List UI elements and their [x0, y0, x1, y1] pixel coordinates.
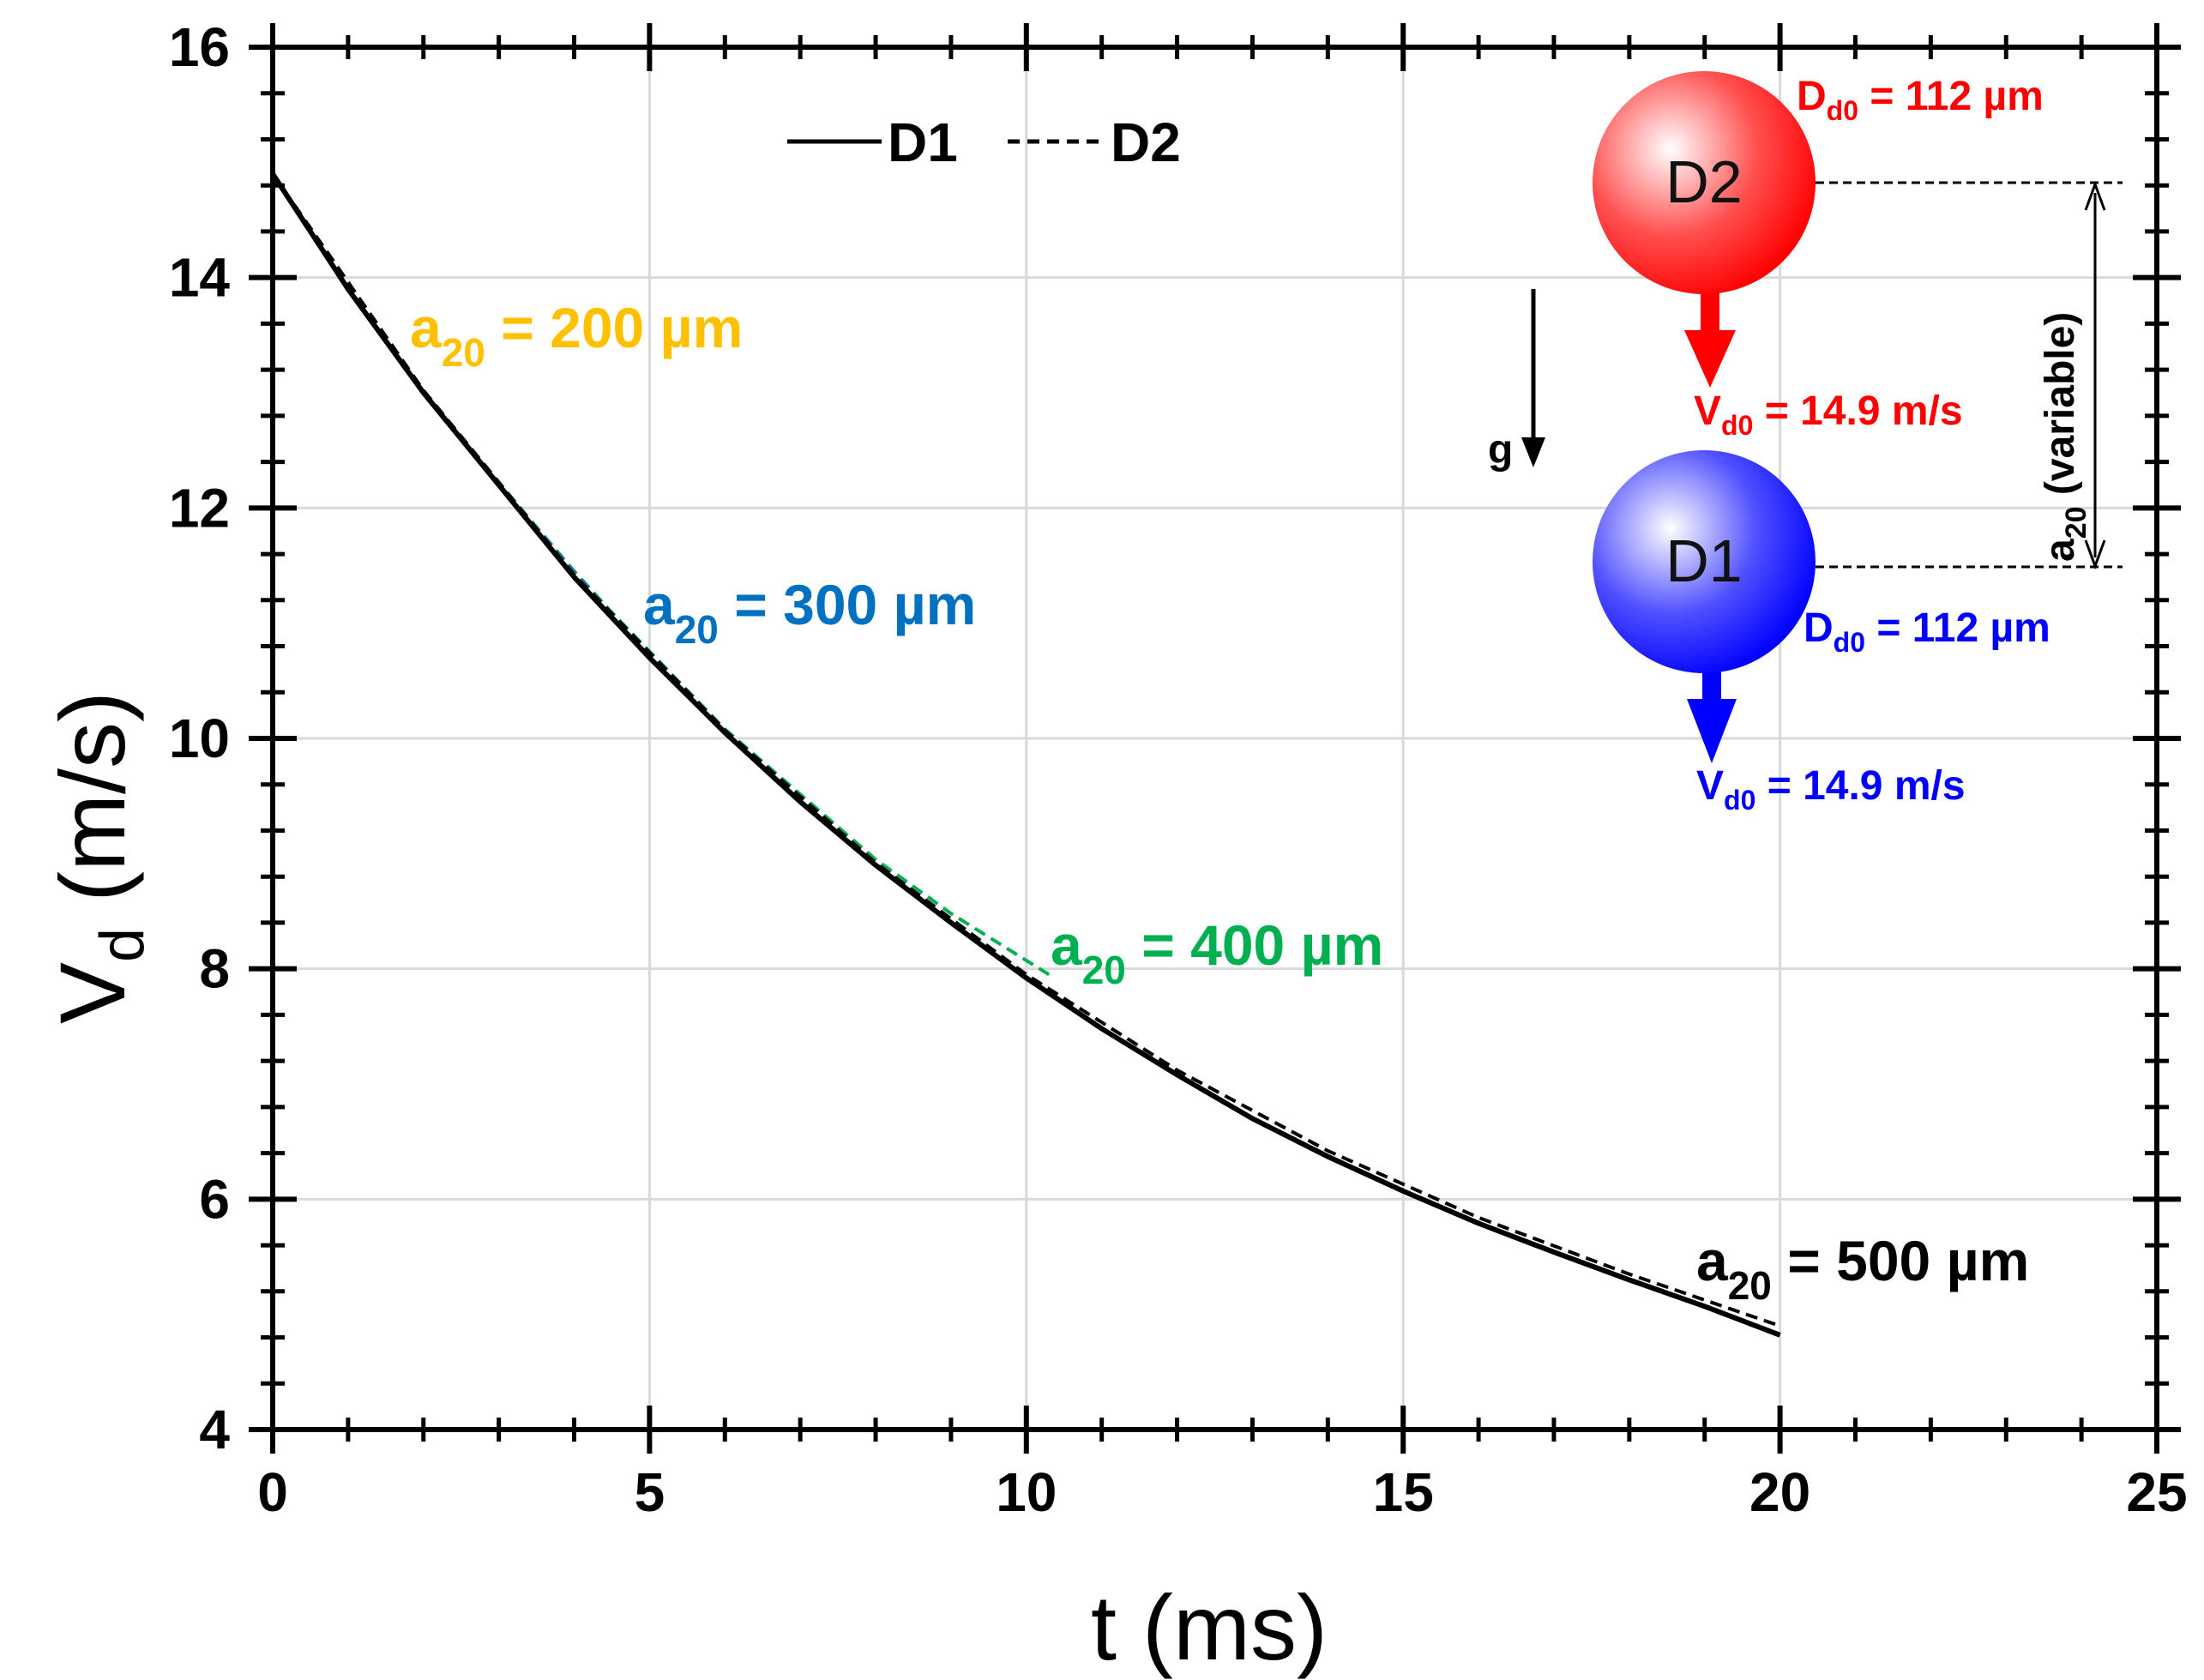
annotation-a20-300-rest: = 300 µm [719, 573, 976, 636]
spacing-label-rest: (variable) [2038, 312, 2083, 507]
schematic: g D2 D1 a20 (variable) Dd0 = 112 µm Vd0 … [1488, 71, 2123, 816]
drop-d2-diameter-main: D [1797, 74, 1827, 119]
annotation-a20-200-main: a [410, 296, 443, 359]
annotation-a20-400-rest: = 400 µm [1126, 913, 1383, 977]
y-tick-label: 12 [169, 477, 230, 539]
annotation-a20-300-sub: 20 [675, 607, 719, 652]
y-axis-title-unit: (m/s) [40, 691, 144, 928]
legend: D1 D2 [787, 111, 1181, 173]
drop-d1-diameter: Dd0 = 112 µm [1804, 605, 2050, 658]
y-axis-title-sub: d [88, 928, 157, 962]
annotation-a20-300-main: a [643, 573, 676, 636]
drop-d2-velocity: Vd0 = 14.9 m/s [1694, 388, 1963, 441]
y-tick-label: 4 [199, 1399, 230, 1460]
x-tick-label: 10 [996, 1461, 1057, 1523]
x-tick-label: 5 [635, 1461, 665, 1523]
drop-d1-velocity: Vd0 = 14.9 m/s [1696, 763, 1966, 816]
gravity-label: g [1488, 427, 1513, 473]
drop-d1-diameter-rest: = 112 µm [1865, 605, 2050, 651]
drop-d1 [1593, 450, 1816, 673]
spacing-label-main: a [2038, 539, 2083, 562]
annotation-a20-200-rest: = 200 µm [485, 296, 743, 359]
legend-label-d2: D2 [1111, 111, 1181, 173]
x-tick-label: 25 [2126, 1461, 2187, 1523]
major-ticks [249, 23, 2181, 1454]
spacing-arrowhead-bottom [2084, 539, 2106, 570]
drop-d2-velocity-rest: = 14.9 m/s [1753, 388, 1962, 434]
x-tick-label: 20 [1749, 1461, 1810, 1523]
y-tick-label: 14 [169, 247, 231, 309]
spacing-label: a20 (variable) [2038, 312, 2093, 562]
annotation-a20-200-sub: 20 [442, 330, 485, 375]
drop-d2-label: D2 [1665, 148, 1742, 215]
gravity-arrowhead [1521, 437, 1545, 467]
drop-d2-velocity-shaft [1701, 292, 1719, 334]
x-tick-labels: 0 5 10 15 20 25 [257, 1461, 2187, 1523]
annotation-a20-400-main: a [1051, 913, 1083, 977]
legend-label-d1: D1 [888, 111, 958, 173]
annotation-a20-200: a20 = 200 µm [410, 296, 743, 375]
y-tick-labels: 4 6 8 10 12 14 16 [169, 16, 231, 1460]
grid-lines [273, 47, 2157, 1430]
drop-d1-velocity-arrowhead [1687, 699, 1737, 763]
drop-d1-diameter-sub: d0 [1834, 627, 1865, 658]
drop-d2-diameter-sub: d0 [1827, 95, 1858, 126]
annotation-a20-300: a20 = 300 µm [643, 573, 976, 652]
y-tick-label: 8 [199, 938, 230, 1000]
series-layer [270, 172, 1781, 1338]
drop-d1-velocity-main: V [1696, 763, 1724, 809]
drop-d2 [1593, 71, 1816, 294]
series-line-2 [271, 172, 629, 630]
drop-d1-label: D1 [1665, 527, 1742, 594]
y-tick-label: 6 [199, 1168, 230, 1230]
drop-d1-velocity-sub: d0 [1724, 785, 1755, 816]
annotation-a20-500: a20 = 500 µm [1696, 1229, 2029, 1308]
annotation-a20-400: a20 = 400 µm [1051, 913, 1383, 992]
drop-d2-velocity-sub: d0 [1721, 410, 1753, 441]
x-tick-label: 15 [1373, 1461, 1434, 1523]
x-axis-title: t (ms) [1091, 1575, 1328, 1679]
drop-d2-velocity-main: V [1694, 388, 1721, 434]
spacing-label-sub: 20 [2060, 506, 2093, 539]
y-tick-label: 10 [169, 708, 230, 769]
y-axis-title: Vd (m/s) [40, 691, 157, 1024]
annotation-a20-500-sub: 20 [1728, 1263, 1772, 1308]
y-tick-label: 16 [169, 16, 230, 78]
y-axis-title-main: V [40, 962, 144, 1024]
drop-d1-velocity-rest: = 14.9 m/s [1755, 763, 1965, 809]
drop-d2-diameter-rest: = 112 µm [1858, 74, 2044, 119]
drop-d1-diameter-main: D [1804, 605, 1834, 651]
annotation-a20-400-sub: 20 [1082, 948, 1126, 992]
drop-d2-velocity-arrowhead [1684, 330, 1736, 388]
drop-d2-diameter: Dd0 = 112 µm [1797, 74, 2044, 126]
spacing-arrowhead-top [2084, 180, 2106, 211]
x-tick-label: 0 [257, 1461, 288, 1523]
series-line-4 [271, 172, 1781, 1328]
annotation-a20-500-main: a [1696, 1229, 1729, 1292]
annotation-a20-500-rest: = 500 µm [1772, 1229, 2029, 1292]
